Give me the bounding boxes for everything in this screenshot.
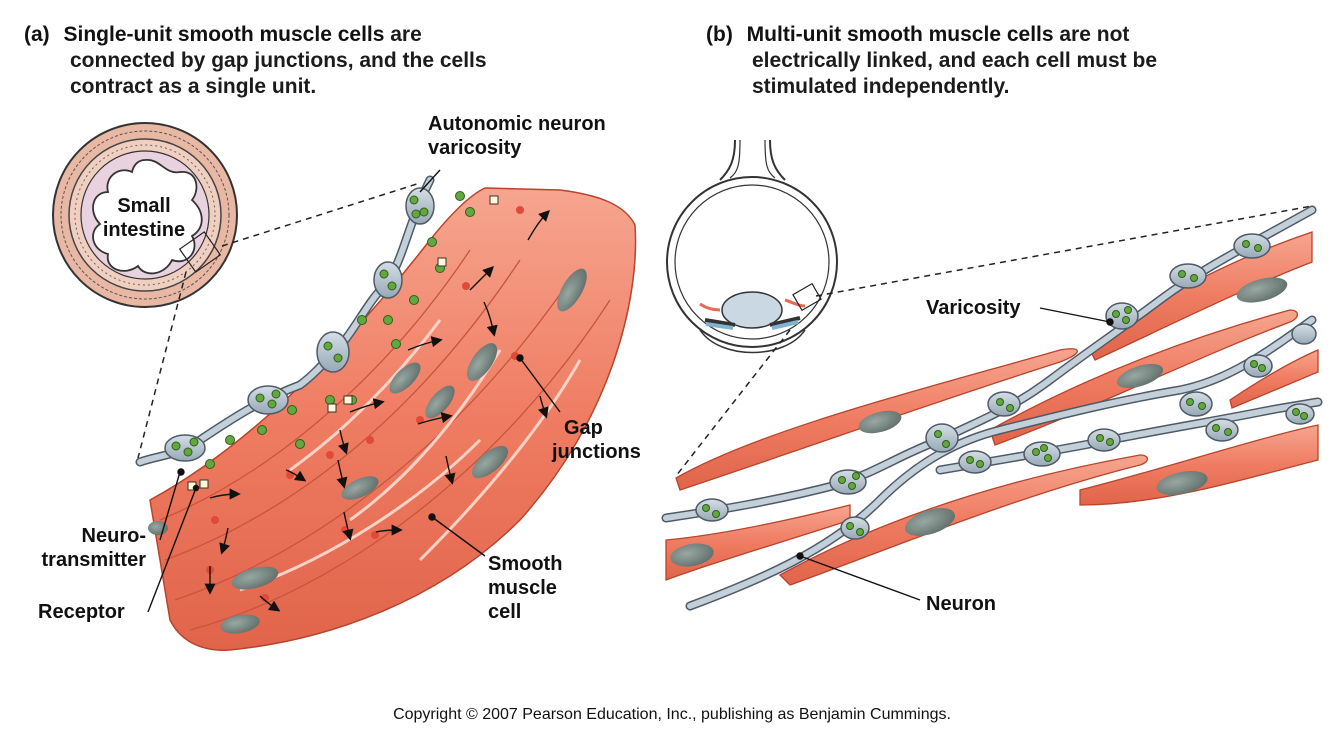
label-autonomic-neuron-varicosity: Autonomic neuron varicosity	[428, 112, 606, 160]
label-gap-junctions: Gap junctions	[552, 416, 641, 464]
label-smooth-muscle-cell: Smooth muscle cell	[488, 552, 562, 624]
label-small-intestine-line1: Small	[117, 195, 171, 217]
caption-b-lead: Multi-unit smooth muscle cells	[746, 23, 1054, 46]
label-gap-line2: junctions	[552, 441, 641, 463]
eye-illustration	[666, 139, 838, 354]
label-smooth-line1: Smooth	[488, 553, 563, 575]
label-receptor: Receptor	[38, 601, 125, 623]
caption-multi-unit: (b) Multi-unit smooth muscle cells are n…	[706, 22, 1226, 100]
neurotransmitter-vesicles-a	[171, 191, 475, 469]
label-small-intestine-line2: intestine	[102, 219, 186, 241]
caption-b-rest: are not	[1053, 23, 1130, 46]
panel-letter-b: (b)	[706, 23, 733, 46]
single-unit-muscle-sheet	[148, 187, 637, 651]
label-varicosity: Varicosity	[926, 297, 1021, 319]
label-autonomic-line1: Autonomic neuron	[428, 113, 606, 135]
label-neurotransmitter: Neuro- transmitter	[20, 524, 146, 572]
copyright-notice: Copyright © 2007 Pearson Education, Inc.…	[393, 706, 951, 723]
small-intestine-cross-section	[52, 122, 238, 308]
caption-a-line3: contract as a single unit.	[70, 75, 317, 98]
label-gap-line1: Gap	[564, 417, 603, 439]
label-neuro-line1: Neuro-	[81, 525, 146, 547]
caption-b-line3: stimulated independently.	[752, 75, 1010, 98]
caption-a-line2: connected by gap junctions, and the cell…	[70, 49, 487, 72]
label-neuron: Neuron	[926, 593, 996, 615]
label-small-intestine: Small intestine	[88, 194, 200, 242]
caption-a-lead: Single-unit smooth muscle cells	[63, 23, 385, 46]
caption-b-line2: electrically linked, and each cell must …	[752, 49, 1158, 72]
panel-letter-a: (a)	[24, 23, 50, 46]
caption-single-unit: (a) Single-unit smooth muscle cells are …	[24, 22, 544, 100]
label-smooth-line3: cell	[488, 601, 522, 623]
label-autonomic-line2: varicosity	[428, 137, 522, 159]
caption-a-rest: are	[384, 23, 422, 46]
autonomic-neurons-b	[661, 205, 1323, 611]
label-smooth-line2: muscle	[488, 577, 557, 599]
label-neuro-line2: transmitter	[41, 549, 146, 571]
